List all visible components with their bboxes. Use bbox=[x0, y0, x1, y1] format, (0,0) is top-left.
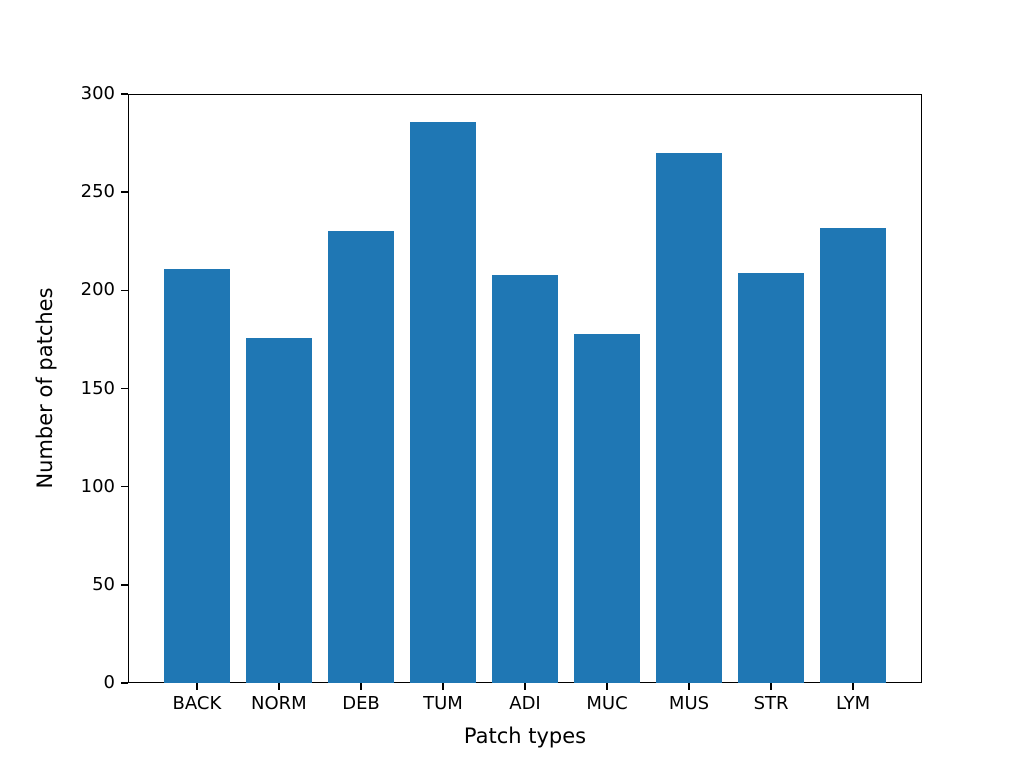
x-tick-label-norm: NORM bbox=[251, 693, 307, 714]
bar-back bbox=[164, 268, 230, 683]
x-tick-label-lym: LYM bbox=[836, 693, 871, 714]
bar-deb bbox=[328, 231, 394, 683]
x-tick-mark bbox=[770, 683, 772, 690]
y-tick-label-50: 50 bbox=[92, 573, 115, 595]
x-tick-mark bbox=[442, 683, 444, 690]
x-tick-label-muc: MUC bbox=[586, 693, 628, 714]
x-tick-mark bbox=[606, 683, 608, 690]
x-tick-mark bbox=[688, 683, 690, 690]
bar-mus bbox=[656, 152, 722, 683]
x-tick-mark bbox=[360, 683, 362, 690]
bar-lym bbox=[820, 227, 886, 683]
x-tick-label-tum: TUM bbox=[423, 693, 463, 714]
y-tick-label-300: 300 bbox=[80, 83, 115, 104]
y-tick-label-150: 150 bbox=[80, 377, 115, 399]
y-tick-mark bbox=[121, 191, 128, 193]
x-tick-mark bbox=[196, 683, 198, 690]
y-tick-mark bbox=[121, 289, 128, 292]
bar-adi bbox=[492, 274, 558, 683]
x-tick-label-mus: MUS bbox=[668, 693, 710, 714]
bar-tum bbox=[410, 121, 476, 683]
y-tick-mark bbox=[121, 93, 128, 95]
y-tick-label-100: 100 bbox=[80, 475, 115, 497]
x-tick-mark bbox=[524, 683, 526, 690]
bar-str bbox=[738, 272, 804, 683]
x-tick-label-deb: DEB bbox=[342, 693, 380, 714]
x-tick-mark bbox=[278, 683, 280, 690]
x-tick-mark bbox=[852, 683, 854, 690]
x-tick-label-str: STR bbox=[753, 693, 789, 714]
y-axis-label: Number of patches bbox=[33, 287, 57, 489]
x-tick-label-adi: ADI bbox=[509, 693, 541, 714]
y-tick-label-0: 0 bbox=[103, 672, 115, 693]
y-tick-label-200: 200 bbox=[80, 279, 115, 301]
x-tick-label-back: BACK bbox=[172, 693, 222, 714]
y-tick-mark bbox=[121, 682, 128, 684]
y-tick-mark bbox=[121, 584, 128, 586]
y-tick-mark bbox=[121, 387, 128, 390]
bar-muc bbox=[574, 333, 640, 683]
y-tick-mark bbox=[121, 485, 128, 488]
y-tick-label-250: 250 bbox=[80, 181, 115, 203]
bar-norm bbox=[246, 337, 312, 683]
x-axis-label: Patch types bbox=[463, 724, 587, 748]
